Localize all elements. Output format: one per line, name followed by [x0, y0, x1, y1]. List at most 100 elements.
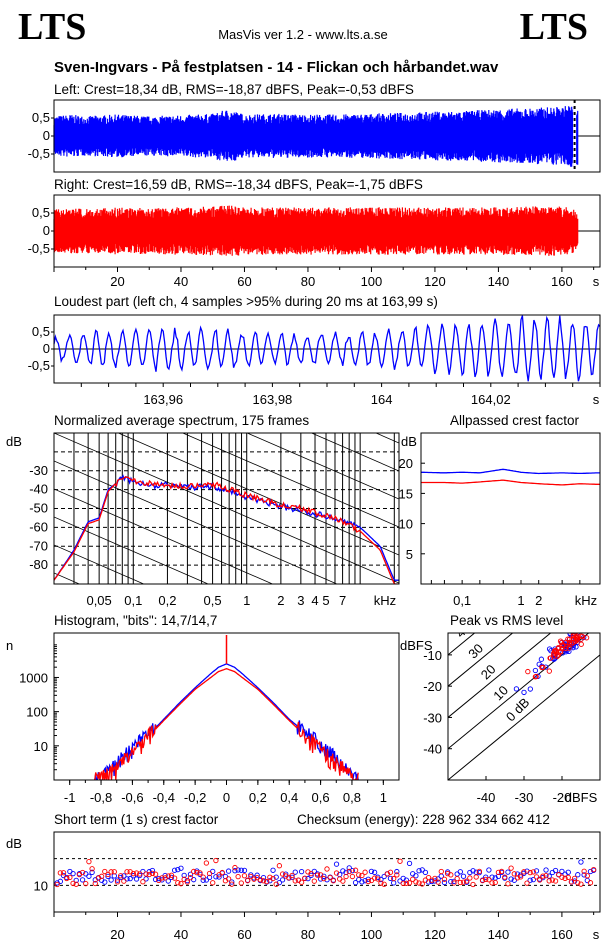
xtick-label: 160 — [551, 927, 573, 942]
crest-point-left — [206, 874, 213, 881]
crest-point-left — [575, 872, 581, 878]
xtick-label: 80 — [301, 274, 315, 289]
xtick-label: 0,8 — [343, 790, 361, 805]
crest-point-left — [359, 879, 365, 885]
crest-point-right — [171, 875, 178, 881]
crest-point-left — [394, 868, 400, 875]
crest-point-right — [191, 868, 197, 875]
crest-point-left — [371, 869, 378, 875]
ytick-label: 15 — [399, 486, 413, 501]
ytick-label: -40 — [423, 742, 442, 757]
frame-histogram — [53, 632, 400, 781]
xunit-label: s — [593, 392, 600, 407]
crest-point-left — [86, 873, 92, 879]
crest-point-right — [556, 871, 562, 878]
crest-point-right — [378, 880, 384, 886]
crest-point-right — [391, 875, 397, 882]
crest-point-left — [387, 875, 394, 882]
crest-point-left — [216, 874, 222, 880]
peak-rms-point-right — [573, 634, 579, 640]
spectrum-series-right — [54, 476, 399, 584]
peak-rms-point-right — [583, 635, 590, 641]
crest-point-right — [454, 875, 460, 882]
crest-point-right — [60, 870, 67, 876]
crest-point-right — [333, 870, 340, 876]
slope-line — [54, 181, 399, 331]
crest-point-right — [276, 863, 283, 869]
crest-point-left — [200, 877, 206, 883]
left-waveform-title: Left: Crest=18,34 dB, RMS=-18,87 dBFS, P… — [54, 82, 414, 97]
crest-point-right — [194, 870, 200, 876]
crest-point-right — [495, 869, 502, 875]
crest-point-left — [298, 868, 305, 875]
crest-point-right — [165, 873, 171, 879]
xtick-label: 164,02 — [471, 392, 511, 407]
crest-point-left — [149, 867, 156, 874]
crest-diagonal — [448, 633, 552, 719]
peak-rms-point-right — [574, 637, 580, 644]
xtick-label: 0 — [223, 790, 230, 805]
peak-rms-point-right — [553, 648, 560, 655]
crest-point-right — [200, 874, 206, 880]
histogram-series-right — [94, 668, 359, 780]
crest-point-right — [403, 880, 410, 886]
xtick-label: -0,6 — [121, 790, 143, 805]
slope-line — [181, 433, 399, 528]
peak-rms-point-left — [521, 689, 527, 696]
crest-point-right — [244, 878, 251, 884]
xtick-label: 140 — [488, 274, 510, 289]
xtick-label: -0,2 — [184, 790, 206, 805]
diagonal-label: 40 — [453, 620, 474, 641]
crest-point-right — [238, 880, 244, 886]
ytick-label: -40 — [29, 482, 48, 497]
crest-point-left — [171, 867, 178, 873]
peak-rms-point-right — [550, 653, 557, 659]
xtick-label: -40 — [477, 790, 496, 805]
crest-point-right — [121, 878, 127, 884]
crest-point-left — [584, 877, 590, 884]
xtick-label: 80 — [301, 927, 315, 942]
crest-point-right — [457, 879, 463, 886]
crest-point-right — [448, 872, 454, 878]
crest-point-right — [451, 880, 457, 886]
peak-rms-point-left — [563, 649, 569, 655]
crest-point-right — [302, 875, 308, 881]
crest-point-right — [114, 879, 121, 885]
slope-line — [54, 601, 399, 751]
checksum-text: Checksum (energy): 228 962 334 662 412 — [297, 812, 550, 827]
crest-point-right — [133, 870, 140, 876]
xtick-label: -0,8 — [90, 790, 112, 805]
crest-point-right — [330, 878, 336, 884]
slope-line — [310, 433, 399, 472]
crest-point-left — [232, 868, 238, 874]
slope-line — [246, 433, 399, 500]
peak-rms-point-right — [525, 668, 531, 675]
crest-point-right — [105, 871, 111, 878]
xunit-label: kHz — [575, 593, 597, 608]
slope-line — [117, 433, 399, 556]
file-title: Sven-Ingvars - På festplatsen - 14 - Fli… — [54, 59, 499, 76]
spectrum-title: Normalized average spectrum, 175 frames — [54, 413, 310, 428]
xtick-label: 1 — [517, 593, 524, 608]
crest-point-right — [505, 881, 511, 887]
crest-point-right — [371, 875, 378, 881]
short-term-title: Short term (1 s) crest factor — [54, 812, 219, 827]
crest-point-left — [178, 865, 184, 871]
crest-point-right — [571, 875, 578, 882]
crest-point-right — [264, 878, 270, 885]
crest-point-right — [514, 875, 521, 881]
crest-point-left — [527, 877, 533, 883]
peak-rms-point-right — [566, 636, 573, 642]
crest-point-right — [137, 871, 143, 877]
crest-point-left — [79, 877, 86, 883]
crest-point-right — [184, 879, 190, 885]
crest-point-right — [219, 869, 225, 876]
crest-point-right — [543, 872, 549, 879]
xtick-label: 164 — [371, 392, 393, 407]
crest-point-right — [140, 879, 146, 885]
peak-rms-point-right — [539, 664, 545, 671]
crest-point-right — [124, 869, 130, 875]
crest-diagonal — [448, 654, 600, 780]
xunit-label: s — [593, 927, 600, 942]
crest-point-right — [229, 881, 235, 887]
